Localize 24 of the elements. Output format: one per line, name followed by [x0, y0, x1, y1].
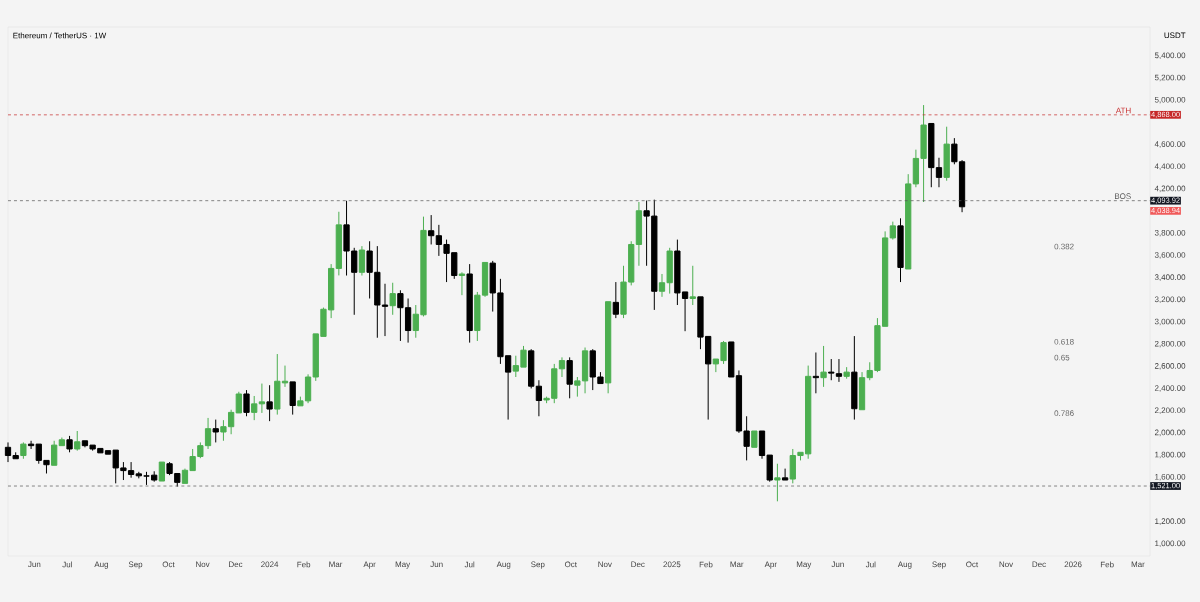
- candlestick: [51, 440, 58, 466]
- candlestick: [905, 173, 912, 270]
- candlestick: [897, 217, 904, 283]
- candlestick: [566, 356, 573, 399]
- candlestick: [466, 263, 473, 344]
- candlestick: [781, 468, 789, 481]
- candlestick: [535, 379, 543, 417]
- candlestick: [751, 430, 758, 448]
- candlestick: [266, 384, 273, 422]
- candlestick: [58, 437, 65, 447]
- candlestick: [851, 335, 858, 421]
- candlestick: [820, 345, 827, 388]
- candlestick: [605, 301, 612, 394]
- candlestick: [20, 441, 27, 460]
- candlestick: [212, 419, 219, 443]
- candlestick: [774, 463, 781, 502]
- candlestick: [158, 461, 166, 482]
- candlestick: [235, 391, 242, 414]
- candlestick: [843, 366, 850, 380]
- candlestick: [389, 282, 396, 316]
- candlestick: [943, 126, 950, 182]
- candlestick: [458, 271, 466, 296]
- candlestick: [358, 245, 366, 277]
- candlestick: [289, 381, 296, 416]
